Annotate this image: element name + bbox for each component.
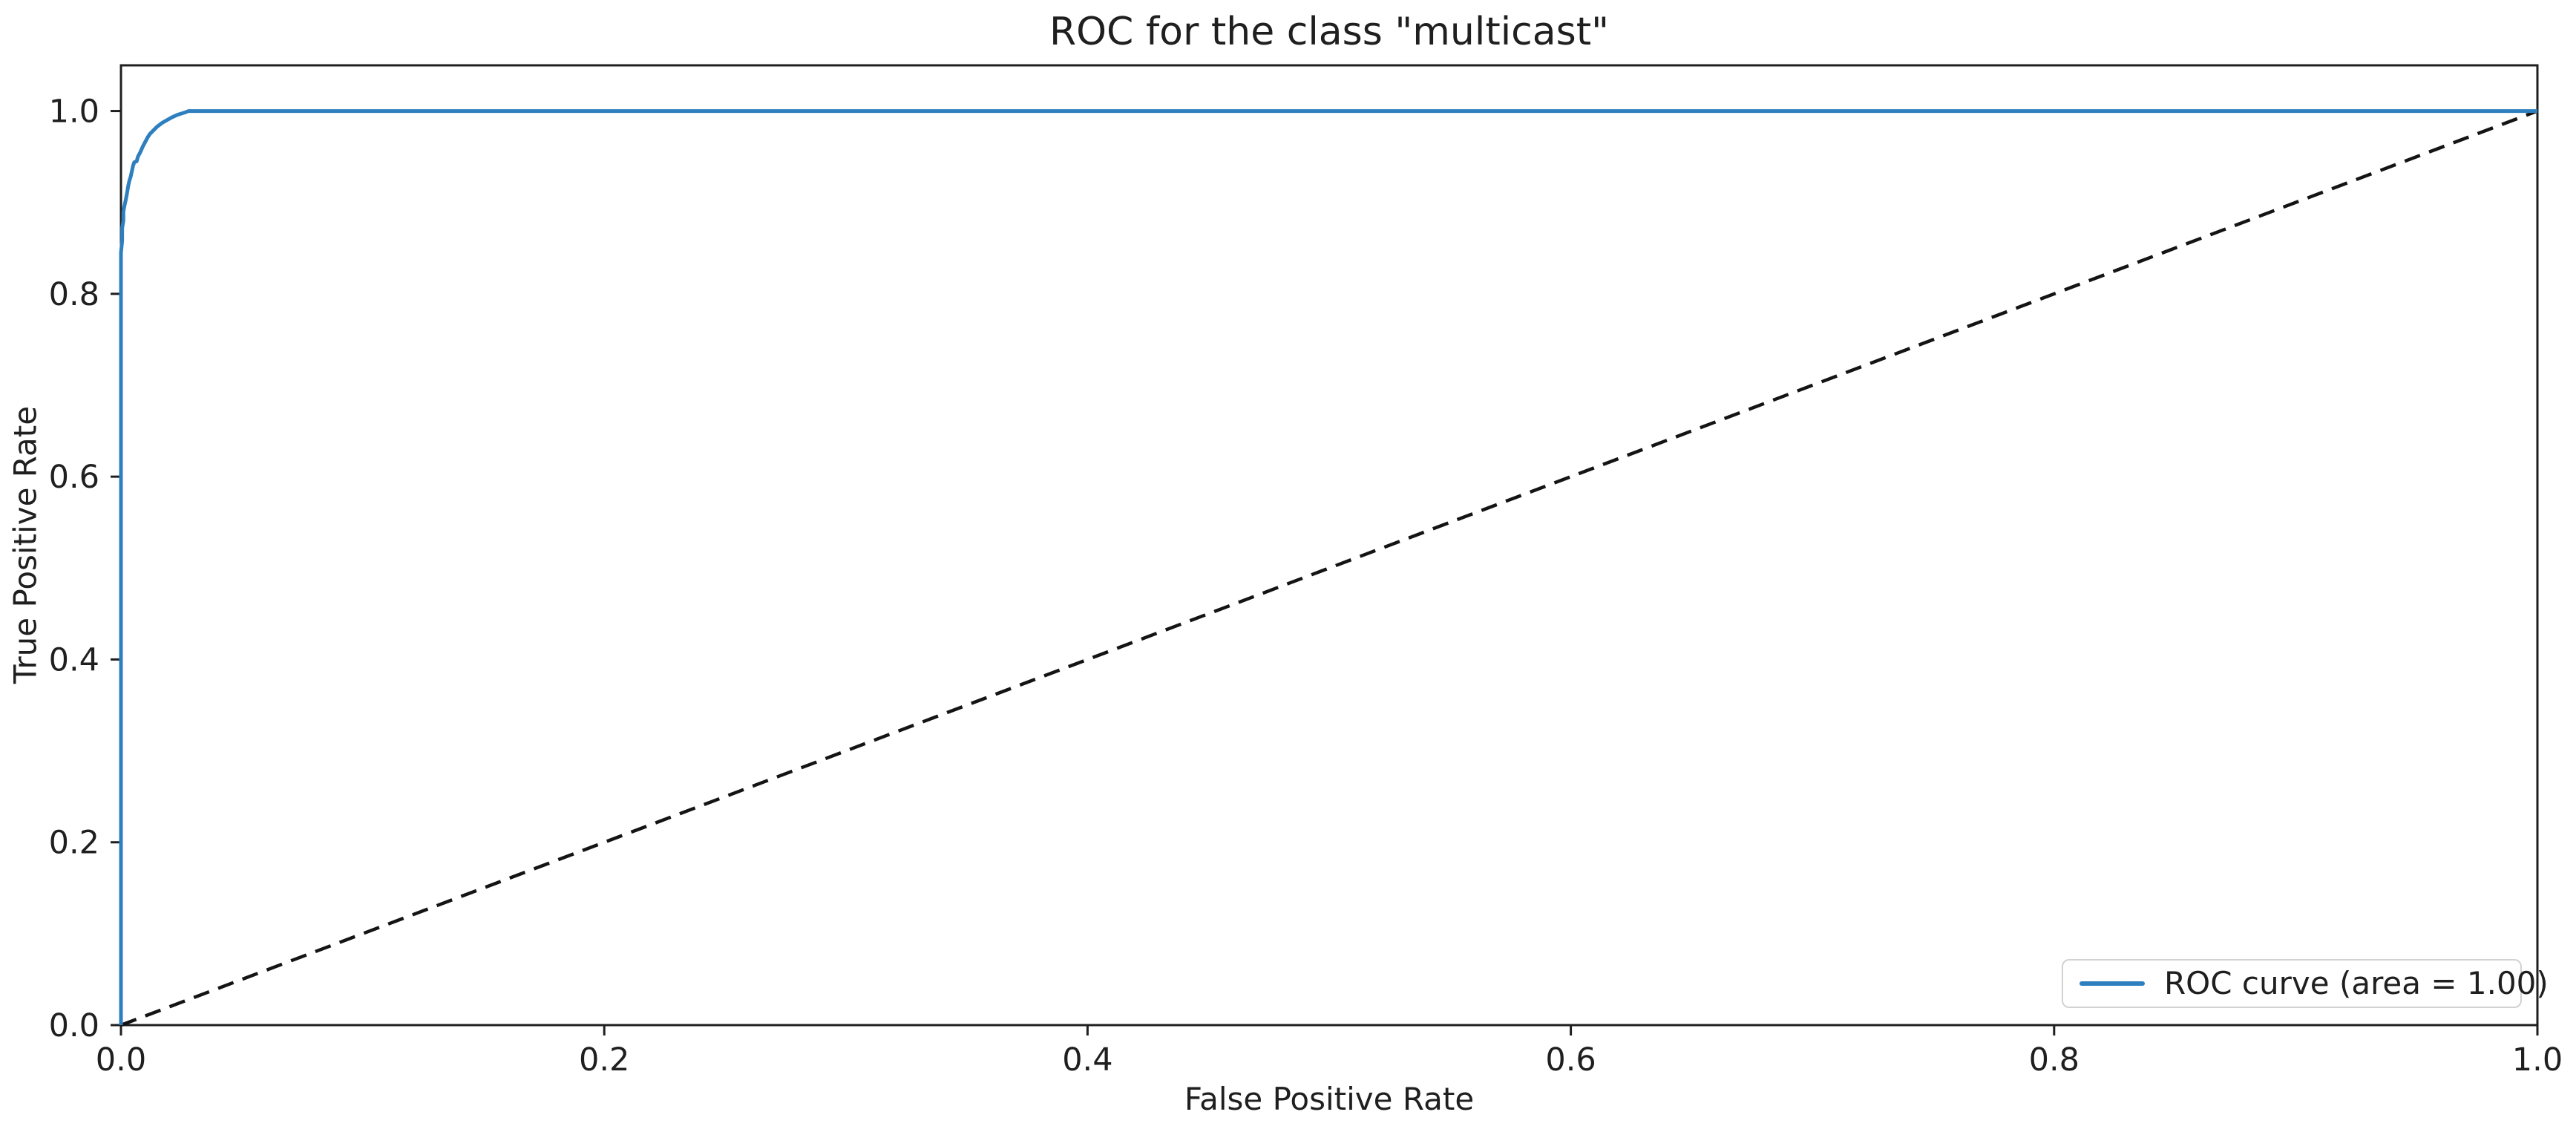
plot-frame bbox=[119, 64, 2539, 1027]
y-tick-label: 0.8 bbox=[49, 276, 99, 313]
legend-box: ROC curve (area = 1.00) bbox=[2062, 959, 2549, 1008]
y-tick-label: 0.6 bbox=[49, 459, 99, 496]
x-tick-label: 0.8 bbox=[2029, 1041, 2080, 1079]
x-axis-label: False Positive Rate bbox=[1184, 1081, 1475, 1117]
x-tick-label: 0.0 bbox=[96, 1041, 146, 1079]
chance-diagonal-line bbox=[120, 109, 2538, 1027]
y-tick-label: 0.0 bbox=[49, 1007, 99, 1044]
chart-title: ROC for the class "multicast" bbox=[1049, 10, 1610, 54]
legend-line-sample bbox=[2080, 981, 2145, 986]
x-tick-label: 1.0 bbox=[2512, 1041, 2563, 1079]
roc-curve-line bbox=[119, 109, 2537, 1025]
x-tick-label: 0.6 bbox=[1545, 1041, 1596, 1079]
y-tick-label: 0.2 bbox=[49, 825, 99, 862]
y-tick-label: 0.4 bbox=[49, 641, 99, 678]
x-tick-label: 0.4 bbox=[1062, 1041, 1112, 1079]
legend-entry-label: ROC curve (area = 1.00) bbox=[2164, 965, 2549, 1001]
x-tick-label: 0.2 bbox=[579, 1041, 629, 1079]
y-tick-label: 1.0 bbox=[49, 94, 99, 131]
